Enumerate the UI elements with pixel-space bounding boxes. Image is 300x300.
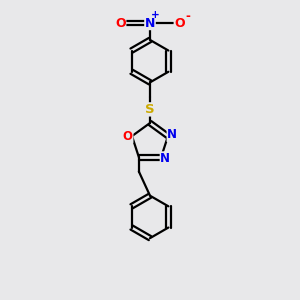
Text: O: O [174,16,185,30]
Text: O: O [123,130,133,142]
Text: N: N [167,128,177,141]
Text: -: - [186,10,190,23]
Text: +: + [151,10,160,20]
Text: O: O [115,16,126,30]
Text: N: N [145,16,155,30]
Text: S: S [145,103,155,116]
Text: N: N [160,152,170,165]
